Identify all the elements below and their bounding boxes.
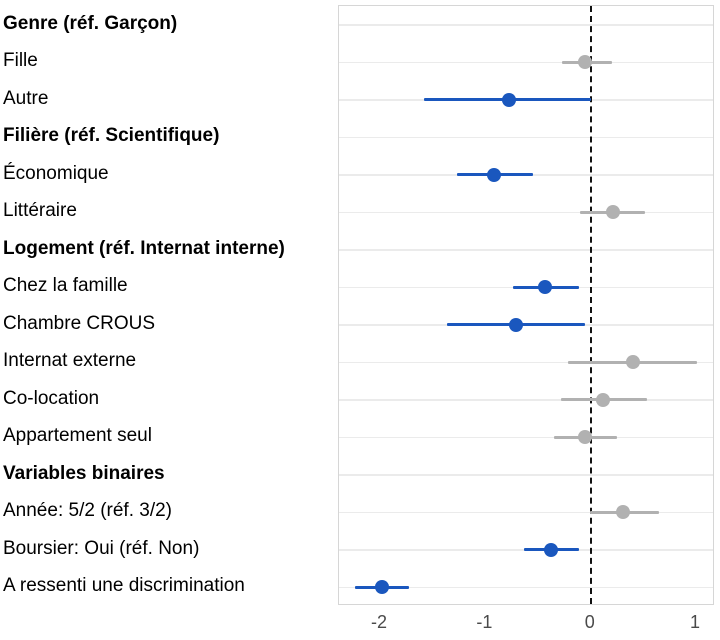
category-label: Co-location (3, 387, 100, 409)
gridline (339, 399, 713, 401)
category-label: Internat externe (3, 350, 137, 372)
group-header-label: Genre (réf. Garçon) (3, 12, 178, 34)
gridline (339, 24, 713, 26)
group-header-label: Logement (réf. Internat interne) (3, 237, 285, 259)
category-label: A ressenti une discrimination (3, 575, 245, 597)
point-estimate (486, 167, 501, 182)
x-axis: -2 -1 0 1 (338, 610, 714, 638)
category-label: Chez la famille (3, 275, 128, 297)
group-header-label: Variables binaires (3, 462, 165, 484)
point-estimate (543, 542, 558, 557)
gridline (339, 136, 713, 138)
category-label: Fille (3, 50, 38, 72)
plot-panel (338, 5, 714, 605)
gridline (339, 436, 713, 438)
point-estimate (596, 392, 611, 407)
gridline (339, 61, 713, 63)
group-header-label: Filière (réf. Scientifique) (3, 125, 220, 147)
point-estimate (625, 355, 640, 370)
gridline (339, 511, 713, 513)
x-axis-tick-label: 0 (584, 612, 595, 632)
zero-reference-line (589, 6, 592, 604)
category-label: Année: 5/2 (réf. 3/2) (3, 500, 172, 522)
point-estimate (375, 580, 390, 595)
gridline (339, 361, 713, 363)
point-estimate (501, 92, 516, 107)
x-axis-tick-label: -1 (476, 612, 493, 632)
point-estimate (578, 430, 593, 445)
category-label: Boursier: Oui (réf. Non) (3, 537, 200, 559)
gridline (339, 474, 713, 476)
category-label: Économique (3, 162, 109, 184)
category-label: Littéraire (3, 200, 77, 222)
x-axis-tick-label: -2 (371, 612, 388, 632)
point-estimate (616, 505, 631, 520)
x-axis-tick-label: 1 (690, 612, 701, 632)
gridline (339, 249, 713, 251)
category-label: Appartement seul (3, 425, 152, 447)
category-label: Chambre CROUS (3, 312, 156, 334)
gridline (339, 586, 713, 588)
category-label-column: Genre (réf. Garçon) Fille Autre Filière (ré… (0, 0, 338, 640)
point-estimate (538, 280, 553, 295)
point-estimate (508, 317, 523, 332)
point-estimate (605, 205, 620, 220)
point-estimate (578, 55, 593, 70)
gridline (339, 211, 713, 213)
category-label: Autre (3, 87, 49, 109)
